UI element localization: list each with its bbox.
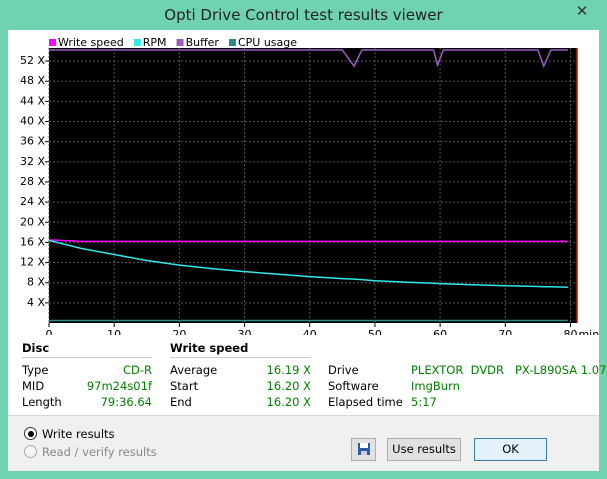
x-axis-label: min: [578, 328, 599, 335]
x-tick-label: 60: [433, 328, 447, 335]
info-label: Type: [22, 363, 49, 377]
y-tick-label: 12 X: [20, 256, 45, 269]
use-results-button[interactable]: Use results: [387, 438, 461, 461]
info-value: CD-R: [122, 363, 152, 377]
read-verify-label: Read / verify results: [42, 445, 157, 459]
legend-swatch: [228, 39, 236, 46]
x-tick-label: 10: [107, 328, 121, 335]
info-label: Software: [328, 379, 379, 393]
legend-swatch: [176, 39, 184, 46]
info-label: End: [170, 395, 192, 409]
legend-label: RPM: [143, 36, 167, 49]
write-results-label: Write results: [42, 427, 115, 441]
section-rule: [170, 357, 311, 358]
series-line: [49, 49, 568, 69]
y-tick-label: 48 X: [20, 74, 45, 87]
y-tick-label: 40 X: [20, 115, 45, 128]
y-tick-label: 16 X: [20, 235, 45, 248]
legend-label: Buffer: [186, 36, 220, 49]
info-value: PLEXTOR DVDR PX-L890SA 1.07: [411, 363, 607, 377]
legend-swatch: [133, 39, 141, 46]
x-tick-label: 40: [303, 328, 317, 335]
chart: 4 X 8 X 12 X 16 X 20 X 24 X 28 X 32 X 36 X 40 X 44…: [20, 36, 599, 335]
y-tick-label: 4 X: [27, 296, 45, 309]
x-tick-label: 50: [368, 328, 382, 335]
series-line: [48, 239, 568, 243]
x-tick-label: 20: [172, 328, 186, 335]
info-value: 16.19 X: [266, 363, 311, 377]
series-line: [48, 239, 568, 288]
write-results-radio[interactable]: Write results: [24, 427, 115, 441]
info-label: MID: [22, 379, 45, 393]
ok-button[interactable]: OK: [474, 438, 547, 461]
x-tick-label: 30: [238, 328, 252, 335]
legend-label: CPU usage: [238, 36, 297, 49]
x-tick-label: 0: [46, 328, 53, 335]
y-tick-label: 52 X: [20, 54, 45, 67]
section-header: Disc: [22, 341, 50, 355]
plot-area: [49, 48, 577, 323]
info-value: 79:36.64: [100, 395, 152, 409]
x-tick-label: 70: [498, 328, 512, 335]
save-button[interactable]: [351, 438, 376, 461]
y-tick-label: 8 X: [27, 276, 45, 289]
y-tick-label: 32 X: [20, 155, 45, 168]
info-value: 5:17: [411, 395, 437, 409]
info-label: Length: [22, 395, 62, 409]
info-value: 97m24s01f: [86, 379, 152, 393]
y-tick-label: 24 X: [20, 195, 45, 208]
y-tick-label: 44 X: [20, 94, 45, 107]
section-rule: [22, 357, 152, 358]
y-tick-label: 36 X: [20, 135, 45, 148]
info-label: Drive: [328, 363, 359, 377]
legend-swatch: [49, 39, 56, 46]
info-label: Average: [170, 363, 218, 377]
info-label: Elapsed time: [328, 395, 403, 409]
y-tick-label: 28 X: [20, 175, 45, 188]
info-label: Start: [170, 379, 199, 393]
client-area: 4 X 8 X 12 X 16 X 20 X 24 X 28 X 32 X 36 X 40 X 44…: [8, 30, 606, 471]
window-title: Opti Drive Control test results viewer: [164, 6, 443, 24]
section-header: Write speed: [170, 341, 249, 355]
info-value: 16.20 X: [266, 395, 311, 409]
legend-label: Write speed: [58, 36, 124, 49]
info-value: ImgBurn: [411, 379, 460, 393]
x-tick-label: 80: [563, 328, 577, 335]
read-verify-radio: Read / verify results: [24, 445, 157, 459]
save-icon: [357, 443, 370, 455]
info-value: 16.20 X: [266, 379, 311, 393]
y-tick-label: 20 X: [20, 215, 45, 228]
close-button[interactable]: ✕: [575, 2, 589, 20]
